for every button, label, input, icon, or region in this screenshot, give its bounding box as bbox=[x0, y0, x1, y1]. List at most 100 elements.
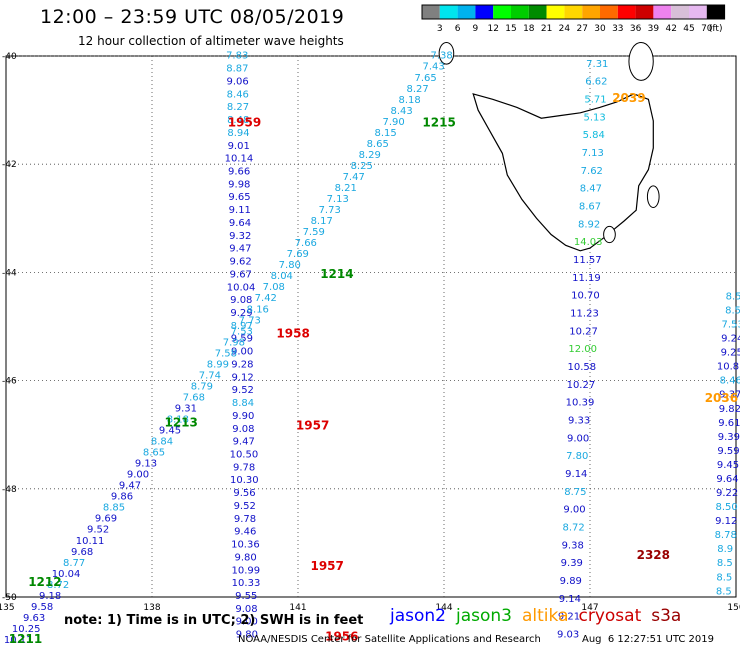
wave-height-value: 14.03 bbox=[574, 237, 603, 248]
wave-height-value: 9.00 bbox=[127, 470, 149, 481]
wave-height-value: 9.08 bbox=[230, 295, 252, 306]
wave-height-value: 7.73 bbox=[239, 315, 261, 326]
colorbar-tick-label: 36 bbox=[630, 24, 642, 34]
pass-time-label: 1958 bbox=[276, 326, 309, 340]
pass-time-label: 1213 bbox=[164, 416, 197, 430]
lat-tick-label: -48 bbox=[2, 485, 17, 495]
wave-height-value: 9.38 bbox=[562, 540, 584, 551]
wave-height-value: 8.75 bbox=[564, 487, 586, 498]
wave-height-value: 10.04 bbox=[52, 569, 81, 580]
wave-height-value: 7.80 bbox=[279, 260, 301, 271]
wave-height-value: 7.66 bbox=[295, 238, 317, 249]
pass-time-label: 2039 bbox=[612, 91, 645, 105]
wave-height-value: 8.92 bbox=[578, 219, 600, 230]
wave-height-value: 8.79 bbox=[191, 381, 213, 392]
wave-height-value: 9.64 bbox=[229, 218, 251, 229]
lon-tick-label: 144 bbox=[435, 603, 452, 613]
wave-height-value: 9.58 bbox=[31, 602, 53, 613]
wave-height-value: 8.48 bbox=[227, 115, 249, 126]
wave-height-value: 7.53 bbox=[721, 320, 740, 331]
color-swatch bbox=[528, 5, 547, 19]
wave-height-value: 9.28 bbox=[231, 359, 253, 370]
wave-height-value: 9.78 bbox=[233, 462, 255, 473]
wave-height-value: 9.63 bbox=[23, 613, 45, 624]
wave-height-value: 10.99 bbox=[231, 565, 260, 576]
wave-height-value: 9.59 bbox=[717, 446, 739, 457]
pass-time-label: 1212 bbox=[28, 575, 61, 589]
wave-height-value: 7.58 bbox=[215, 348, 237, 359]
wave-height-value: 8.72 bbox=[562, 523, 584, 534]
wave-height-value: 7.08 bbox=[263, 282, 285, 293]
wave-height-value: 8.84 bbox=[232, 398, 254, 409]
wave-height-value: 10.33 bbox=[232, 578, 261, 589]
wave-height-value: 10.50 bbox=[230, 450, 259, 461]
wave-height-value: 9.46 bbox=[234, 527, 256, 538]
wave-height-value: 10.25 bbox=[12, 624, 41, 635]
wave-height-value: 7.42 bbox=[255, 293, 277, 304]
lon-tick-label: 135 bbox=[0, 603, 15, 613]
wave-height-value: 9.45 bbox=[159, 426, 181, 437]
wave-height-value: 9.98 bbox=[228, 179, 250, 190]
wave-height-value: 8.84 bbox=[151, 437, 173, 448]
wave-height-value: 9.90 bbox=[232, 411, 254, 422]
wave-height-value: 8.77 bbox=[63, 558, 85, 569]
wave-height-value: 11.57 bbox=[573, 255, 602, 266]
colorbar-tick-label: 3 bbox=[437, 24, 443, 34]
wave-height-value: 9.69 bbox=[95, 514, 117, 525]
wave-height-value: 8.50 bbox=[715, 502, 737, 513]
wave-height-value: 9.52 bbox=[232, 385, 254, 396]
lat-tick-label: -44 bbox=[2, 268, 17, 278]
wave-height-value: 10.36 bbox=[231, 540, 260, 551]
wave-height-value: 9.64 bbox=[716, 474, 738, 485]
wave-height-value: 10.58 bbox=[567, 362, 596, 373]
color-swatch bbox=[422, 5, 440, 19]
legend-entry-jason3: jason3 bbox=[456, 606, 512, 626]
wave-height-value: 9.65 bbox=[228, 192, 250, 203]
wave-height-value: 9.39 bbox=[561, 558, 583, 569]
colorbar-tick-label: 6 bbox=[455, 24, 461, 34]
wave-height-value: 8.99 bbox=[207, 359, 229, 370]
wave-height-value: 9.21 bbox=[558, 612, 580, 623]
legend-entry-s3a: s3a bbox=[651, 606, 682, 626]
wave-height-value: 8.46 bbox=[227, 89, 249, 100]
wave-height-value: 7.90 bbox=[382, 117, 404, 128]
wave-height-value: 10.11 bbox=[76, 536, 105, 547]
wave-height-value: 11.19 bbox=[572, 273, 601, 284]
wave-height-value: 12.00 bbox=[568, 344, 597, 355]
lon-tick-label: 150 bbox=[727, 603, 740, 613]
colorbar-tick-label: 70 bbox=[701, 24, 713, 34]
credit-text: NOAA/NESDIS Center for Satellite Applica… bbox=[238, 634, 541, 645]
colorbar-tick-label: (ft) bbox=[709, 24, 723, 34]
wave-height-value: 8.85 bbox=[103, 503, 125, 514]
wave-height-value: 5.71 bbox=[584, 95, 606, 106]
wave-height-value: 8.15 bbox=[374, 128, 396, 139]
wave-height-value: 7.38 bbox=[430, 51, 452, 62]
wave-height-value: 7.80 bbox=[566, 451, 588, 462]
colorbar-tick-label: 39 bbox=[648, 24, 660, 34]
wave-height-value: 9.11 bbox=[229, 205, 251, 216]
wave-height-value: 7.53 bbox=[231, 326, 253, 337]
pass-time-label: 2036 bbox=[705, 391, 738, 405]
footnote: note: 1) Time is in UTC; 2) SWH is in fe… bbox=[64, 613, 364, 628]
wave-height-value: 9.89 bbox=[560, 576, 582, 587]
wave-height-value: 9.31 bbox=[175, 404, 197, 415]
wave-height-value: 9.12 bbox=[231, 372, 253, 383]
colorbar-tick-label: 45 bbox=[683, 24, 694, 34]
wave-height-value: 10.04 bbox=[227, 282, 256, 293]
wave-height-value: 7.98 bbox=[223, 337, 245, 348]
lon-tick-label: 138 bbox=[143, 603, 160, 613]
wave-height-value: 9.68 bbox=[71, 547, 93, 558]
wave-height-value: 9.62 bbox=[229, 257, 251, 268]
wave-height-value: 7.65 bbox=[414, 73, 436, 84]
wave-height-value: 9.82 bbox=[719, 404, 740, 415]
wave-height-value: 9.80 bbox=[234, 552, 256, 563]
colorbar-tick-label: 15 bbox=[505, 24, 516, 34]
wave-height-value: 9.66 bbox=[228, 167, 250, 178]
wave-height-value: 8.18 bbox=[398, 95, 420, 106]
wave-height-value: 10.11 bbox=[4, 635, 33, 646]
wave-height-value: 8.78 bbox=[715, 530, 737, 541]
wave-height-value: 8.5 bbox=[726, 292, 740, 303]
wave-height-value: 8.18 bbox=[167, 415, 189, 426]
wave-height-value: 8.5 bbox=[717, 558, 733, 569]
wave-height-value: 8.43 bbox=[390, 106, 412, 117]
